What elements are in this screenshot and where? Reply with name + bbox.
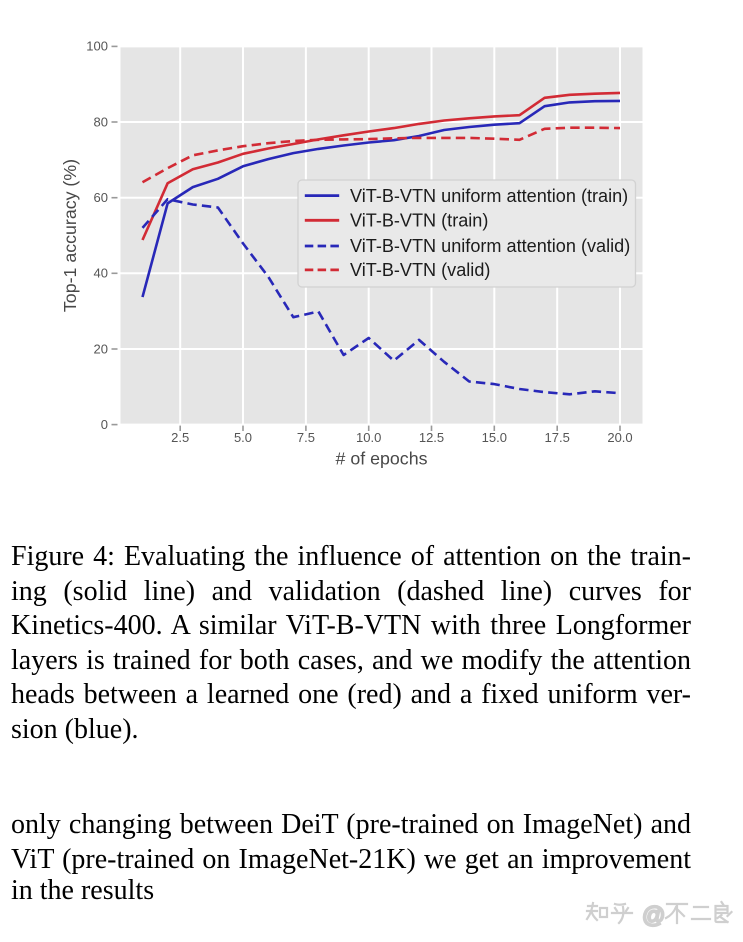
svg-text:20.0: 20.0	[607, 430, 632, 445]
svg-text:80: 80	[94, 114, 108, 129]
svg-text:7.5: 7.5	[297, 430, 315, 445]
svg-text:60: 60	[94, 190, 108, 205]
svg-text:0: 0	[101, 417, 108, 432]
svg-text:# of epochs: # of epochs	[336, 449, 428, 469]
svg-text:17.5: 17.5	[545, 430, 570, 445]
svg-text:ViT-B-VTN (valid): ViT-B-VTN (valid)	[350, 260, 490, 280]
svg-text:ViT-B-VTN uniform attention (v: ViT-B-VTN uniform attention (valid)	[350, 236, 630, 256]
svg-text:ViT-B-VTN uniform attention (t: ViT-B-VTN uniform attention (train)	[350, 186, 628, 206]
svg-text:12.5: 12.5	[419, 430, 444, 445]
svg-text:40: 40	[94, 266, 108, 281]
svg-text:Top-1 accuracy (%): Top-1 accuracy (%)	[60, 159, 80, 312]
svg-text:100: 100	[86, 39, 108, 54]
svg-text:5.0: 5.0	[234, 430, 252, 445]
svg-text:ViT-B-VTN (train): ViT-B-VTN (train)	[350, 211, 488, 231]
svg-text:15.0: 15.0	[482, 430, 507, 445]
svg-text:@: @	[642, 902, 665, 928]
svg-text:10.0: 10.0	[356, 430, 381, 445]
svg-text:2.5: 2.5	[171, 430, 189, 445]
svg-text:20: 20	[94, 341, 108, 356]
